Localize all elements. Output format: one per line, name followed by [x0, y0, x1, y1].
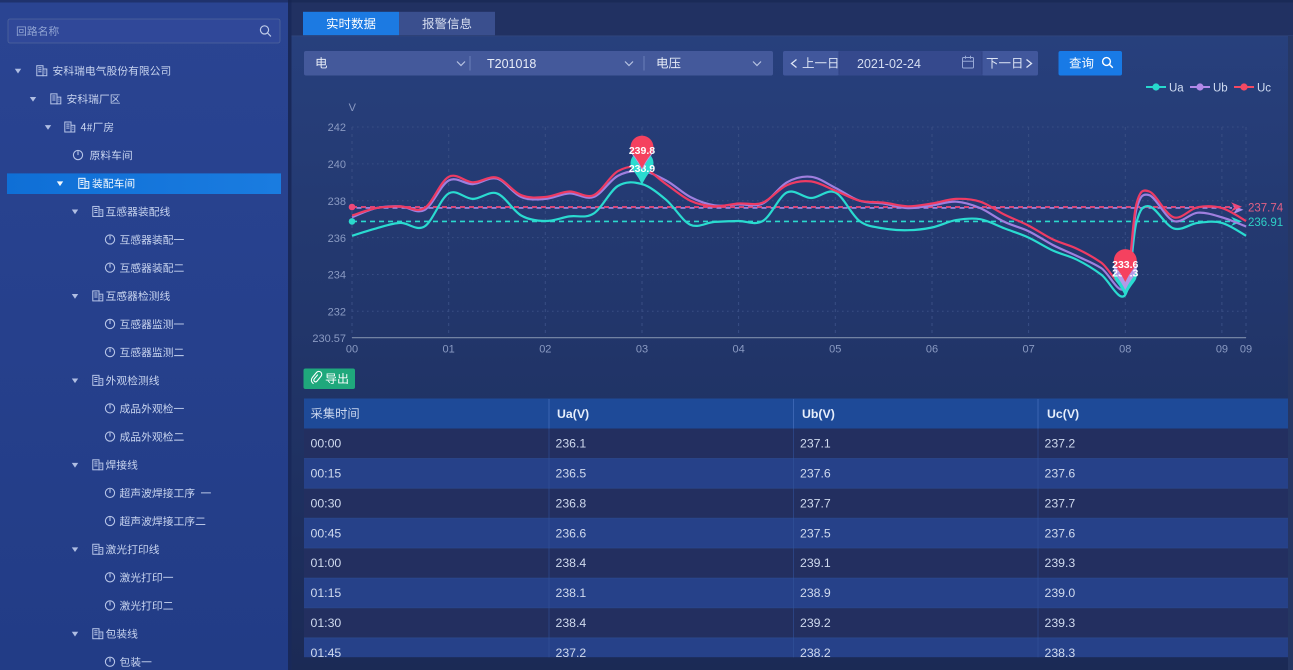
svg-text:236.6: 236.6 — [556, 526, 587, 540]
svg-text:237.74: 237.74 — [1248, 202, 1284, 214]
svg-text:237.7: 237.7 — [800, 496, 831, 510]
svg-text:236.8: 236.8 — [556, 496, 587, 510]
svg-text:09: 09 — [1240, 344, 1252, 356]
svg-text:Ub: Ub — [1213, 82, 1228, 94]
svg-text:01:30: 01:30 — [311, 616, 342, 630]
svg-text:237.5: 237.5 — [800, 526, 831, 540]
svg-text:242: 242 — [328, 122, 346, 134]
svg-text:Ua(V): Ua(V) — [557, 407, 589, 421]
svg-text:239.8: 239.8 — [629, 145, 655, 157]
svg-text:03: 03 — [636, 344, 648, 356]
svg-text:V: V — [349, 102, 357, 114]
svg-text:236: 236 — [328, 233, 346, 245]
svg-text:237.2: 237.2 — [1045, 437, 1076, 451]
svg-text:238.3: 238.3 — [1045, 646, 1076, 660]
svg-text:234: 234 — [328, 270, 346, 282]
svg-text:Ua: Ua — [1169, 82, 1184, 94]
svg-text:00: 00 — [346, 344, 358, 356]
svg-text:238.1: 238.1 — [556, 586, 587, 600]
svg-text:237.6: 237.6 — [1045, 467, 1076, 481]
svg-text:00:15: 00:15 — [311, 467, 342, 481]
svg-text:239.0: 239.0 — [1045, 586, 1076, 600]
svg-text:01: 01 — [443, 344, 455, 356]
svg-text:232: 232 — [328, 307, 346, 319]
svg-text:01:00: 01:00 — [311, 556, 342, 570]
svg-text:237.7: 237.7 — [1045, 496, 1076, 510]
svg-text:240: 240 — [328, 159, 346, 171]
svg-text:04: 04 — [733, 344, 745, 356]
svg-text:00:45: 00:45 — [311, 526, 342, 540]
svg-text:02: 02 — [539, 344, 551, 356]
svg-text:01:45: 01:45 — [311, 646, 342, 660]
svg-text:237.6: 237.6 — [800, 467, 831, 481]
svg-text:237.6: 237.6 — [1045, 526, 1076, 540]
svg-text:01:15: 01:15 — [311, 586, 342, 600]
svg-text:236.1: 236.1 — [556, 437, 587, 451]
svg-text:07: 07 — [1022, 344, 1034, 356]
svg-text:239.2: 239.2 — [800, 616, 831, 630]
svg-text:Uc: Uc — [1257, 82, 1271, 94]
svg-text:2021-02-24: 2021-02-24 — [857, 57, 921, 71]
svg-text:06: 06 — [926, 344, 938, 356]
svg-text:Ub(V): Ub(V) — [802, 407, 835, 421]
svg-text:09: 09 — [1216, 344, 1228, 356]
svg-text:Uc(V): Uc(V) — [1047, 407, 1079, 421]
svg-text:05: 05 — [829, 344, 841, 356]
svg-text:237.2: 237.2 — [556, 646, 587, 660]
svg-text:233.6: 233.6 — [1112, 259, 1138, 271]
svg-text:238: 238 — [328, 196, 346, 208]
svg-text:239.3: 239.3 — [1045, 556, 1076, 570]
svg-text:239.3: 239.3 — [1045, 616, 1076, 630]
svg-text:T201018: T201018 — [487, 57, 536, 71]
svg-text:237.1: 237.1 — [800, 437, 831, 451]
svg-text:238.4: 238.4 — [556, 616, 587, 630]
svg-text:00:30: 00:30 — [311, 496, 342, 510]
svg-text:236.5: 236.5 — [556, 467, 587, 481]
svg-text:239.1: 239.1 — [800, 556, 831, 570]
svg-text:08: 08 — [1119, 344, 1131, 356]
svg-text:238.9: 238.9 — [800, 586, 831, 600]
svg-text:236.91: 236.91 — [1248, 217, 1283, 229]
svg-text:00:00: 00:00 — [311, 437, 342, 451]
svg-text:238.4: 238.4 — [556, 556, 587, 570]
svg-text:230.57: 230.57 — [312, 333, 346, 345]
svg-text:238.2: 238.2 — [800, 646, 831, 660]
